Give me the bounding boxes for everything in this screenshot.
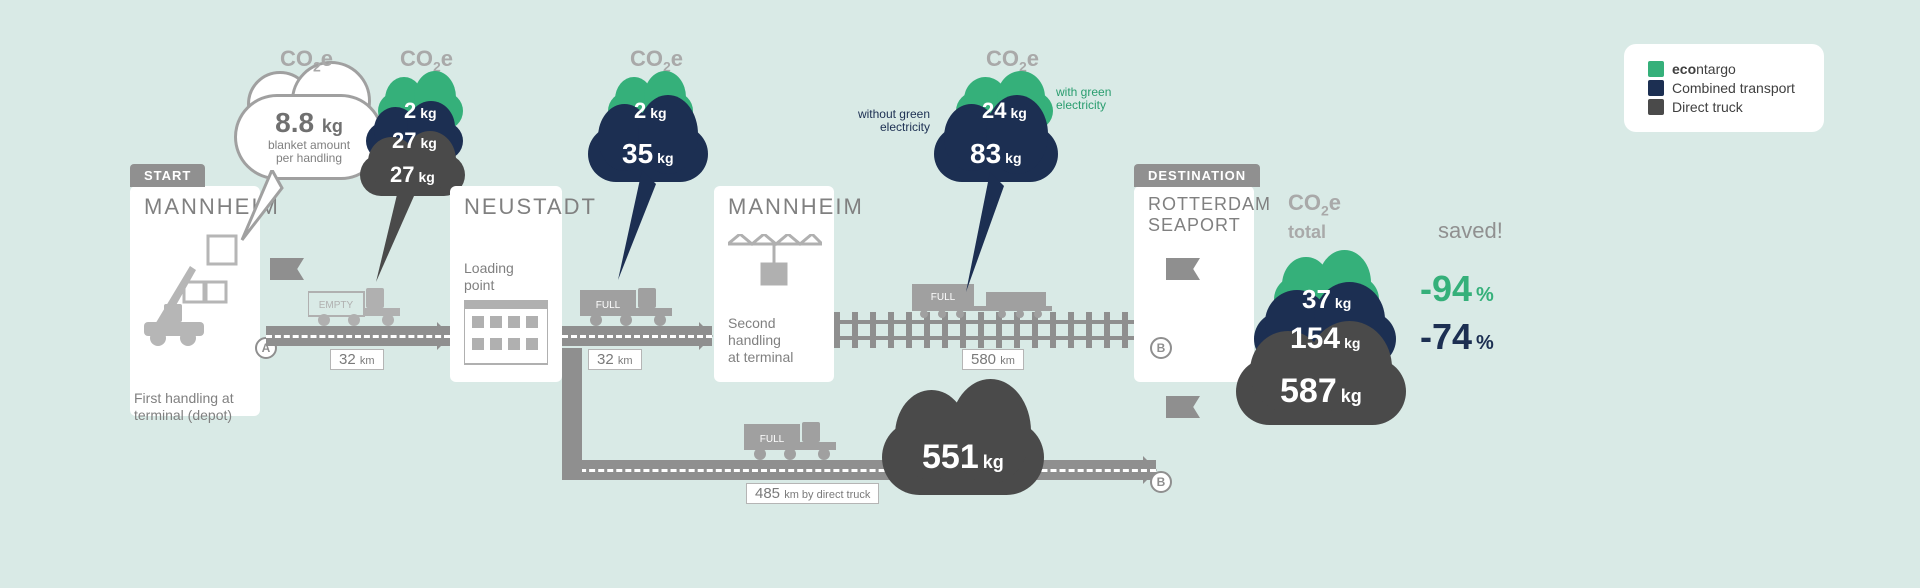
legend-row: econtargo (1648, 61, 1800, 77)
saved-eco: -94% (1420, 268, 1494, 310)
svg-text:FULL: FULL (931, 292, 956, 303)
distance-rail: 580 km (962, 349, 1024, 370)
co2e-label-leg2: CO2e (630, 46, 683, 74)
distance-direct: 485 km by direct truck (746, 483, 879, 504)
bubble-rail-tail-icon (960, 172, 1010, 302)
bubble-leg2-tail-icon (612, 170, 662, 290)
flag-a (270, 258, 304, 280)
svg-text:EMPTY: EMPTY (319, 300, 354, 311)
legend: econtargo Combined transport Direct truc… (1624, 44, 1824, 132)
legend-label-combined: Combined transport (1672, 80, 1795, 96)
handling-tail-icon (232, 170, 292, 250)
station-terminal2-name: MANNHEIM (728, 194, 820, 220)
total-direct: 587kg (1236, 358, 1406, 425)
road-connector (562, 348, 582, 480)
distance-leg1: 32 km (330, 349, 384, 370)
handling-value: 8.8 (275, 107, 314, 138)
svg-text:FULL: FULL (596, 300, 621, 311)
co2e-label-leg1: CO2e (400, 46, 453, 74)
legend-swatch-direct (1648, 99, 1664, 115)
handling-note2: per handling (276, 151, 342, 165)
station-destination-tag: DESTINATION (1134, 164, 1260, 187)
totals-heading: CO2etotal (1288, 190, 1341, 244)
road-direct (562, 460, 1156, 480)
flag-b-bottom (1166, 396, 1200, 418)
station-start-name: MANNHEIM (144, 194, 246, 220)
station-terminal2: MANNHEIM Second handlingat terminal (714, 186, 834, 382)
crane-icon (728, 234, 822, 304)
svg-text:FULL: FULL (760, 434, 785, 445)
handling-unit: kg (322, 116, 343, 136)
station-neustadt-name: NEUSTADT (464, 194, 548, 220)
co2e-label-rail: CO2e (986, 46, 1039, 74)
saved-combined: -74% (1420, 316, 1494, 358)
saved-label: saved! (1438, 218, 1503, 244)
bubble-leg1-tail-icon (370, 182, 420, 292)
legend-swatch-combined (1648, 80, 1664, 96)
rail-note-right: with greenelectricity (1056, 86, 1111, 112)
co2e-label-handling: CO2e (280, 46, 333, 74)
station-start-tag: START (130, 164, 205, 187)
station-destination-name: ROTTERDAMSEAPORT (1148, 194, 1240, 236)
truck-full1-icon: FULL (580, 284, 680, 333)
rail-note-left: without greenelectricity (844, 108, 930, 134)
distance-leg2: 32 km (588, 349, 642, 370)
station-terminal2-caption: Second handlingat terminal (728, 315, 820, 365)
truck-direct-icon: FULL (744, 418, 844, 467)
legend-label-econtargo: econtargo (1672, 61, 1736, 77)
legend-swatch-econtargo (1648, 61, 1664, 77)
legend-row: Combined transport (1648, 80, 1800, 96)
badge-b-bottom: B (1150, 471, 1172, 493)
station-neustadt-caption: Loading point (464, 260, 548, 294)
handling-note1: blanket amount (268, 138, 350, 152)
badge-b-top: B (1150, 337, 1172, 359)
station-neustadt: NEUSTADT Loading point (450, 186, 562, 382)
station-start-caption: First handling atterminal (depot) (134, 390, 254, 424)
legend-label-direct: Direct truck (1672, 99, 1743, 115)
legend-row: Direct truck (1648, 99, 1800, 115)
bubble-direct: 551kg (882, 420, 1044, 495)
building-icon (464, 300, 548, 370)
